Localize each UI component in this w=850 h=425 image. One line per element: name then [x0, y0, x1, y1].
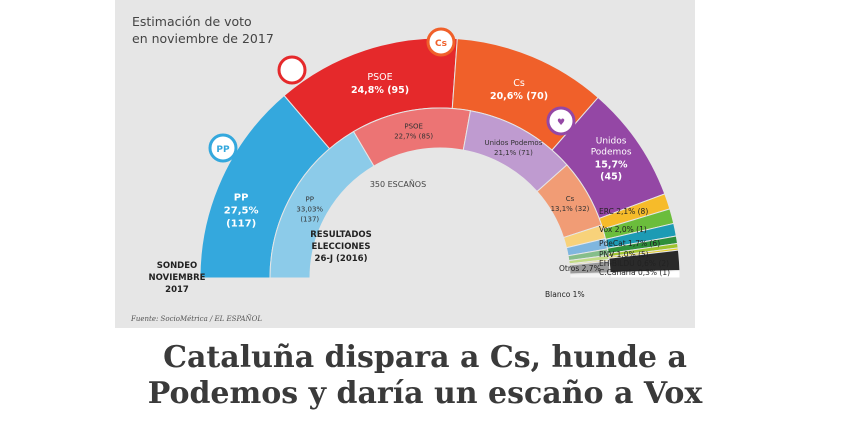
total-seats-label: 350 ESCAÑOS: [370, 179, 426, 189]
outer-label-pct-psoe: 24,8% (95): [351, 85, 409, 96]
inner-label-pct-pp: 33,03%: [296, 206, 323, 214]
outer-label-seats-pp: (117): [226, 218, 256, 229]
legend-blanco: Blanco 1%: [545, 290, 585, 299]
inner-label-name-unidos-podemos: Unidos Podemos: [484, 139, 542, 147]
inner-label-pct-cs: 13,1% (32): [551, 205, 590, 213]
headline-line-2: Podemos y daría un escaño a Vox: [147, 376, 703, 411]
inner-segment-blanco: [569, 272, 611, 279]
infographic: Estimación de voto en noviembre de 2017 …: [115, 0, 695, 328]
inner-label-name-pp: PP: [306, 196, 314, 204]
legend-pnv: PNV 1,0% (5): [599, 250, 649, 259]
outer-label-pct-pp: 27,5%: [224, 205, 259, 216]
headline: Cataluña dispara a Cs, hunde a Podemos y…: [0, 340, 850, 412]
outer-ring-caption-3: 2017: [165, 285, 189, 295]
inner-label-name-psoe: PSOE: [404, 122, 423, 130]
inner-label-name-cs: Cs: [566, 195, 575, 203]
outer-label-name-up-1: Unidos: [596, 137, 627, 147]
inner-ring-caption-3: 26-J (2016): [315, 254, 368, 264]
outer-label-pct-cs: 20,6% (70): [490, 91, 548, 102]
legend-vox: Vox 2,0% (1): [599, 225, 647, 234]
hemicycle-chart: Estimación de voto en noviembre de 2017 …: [130, 14, 681, 323]
chart-title-line-2: en noviembre de 2017: [132, 31, 274, 46]
outer-ring-caption-1: SONDEO: [157, 261, 198, 271]
inner-label-pct-psoe: 22,7% (85): [394, 132, 433, 140]
outer-label-name-pp: PP: [234, 192, 249, 203]
headline-line-1: Cataluña dispara a Cs, hunde a: [163, 340, 687, 375]
chart-title-line-1: Estimación de voto: [132, 14, 252, 29]
source-note: Fuente: SocioMétrica / EL ESPAÑOL: [130, 314, 262, 323]
outer-label-seats-up: (45): [600, 172, 622, 183]
inner-label-seats-pp: (137): [300, 216, 319, 224]
inner-label-pct-unidos-podemos: 21,1% (71): [494, 149, 533, 157]
inner-ring-caption-1: RESULTADOS: [310, 230, 372, 240]
psoe-logo-icon: [277, 55, 307, 85]
outer-label-name-up-2: Podemos: [591, 148, 632, 158]
unidos-podemos-logo-mark: ♥: [557, 118, 565, 128]
legend-erc: ERC 2,1% (8): [599, 207, 648, 216]
inner-ring-caption-2: ELECCIONES: [312, 242, 371, 252]
legend-pdecat: PdeCat 1,7% (6): [599, 239, 660, 248]
legend-eh-bildu: EH-BILDU 0,6% (2): [599, 259, 669, 268]
outer-label-name-cs: Cs: [513, 78, 525, 89]
pp-logo-icon: [208, 133, 238, 163]
legend-c-canaria: C.Canaria 0,3% (1): [599, 268, 670, 277]
unidos-podemos-logo-icon: [546, 106, 576, 136]
pp-logo-mark: PP: [216, 145, 230, 155]
outer-label-name-psoe: PSOE: [367, 72, 392, 83]
legend-otros: Otros 2,7%: [559, 264, 601, 273]
cs-logo-mark: Cs: [435, 39, 447, 49]
cs-logo-icon: [426, 27, 456, 57]
outer-ring-caption-2: NOVIEMBRE: [149, 273, 206, 283]
outer-label-pct-up: 15,7%: [595, 160, 628, 171]
